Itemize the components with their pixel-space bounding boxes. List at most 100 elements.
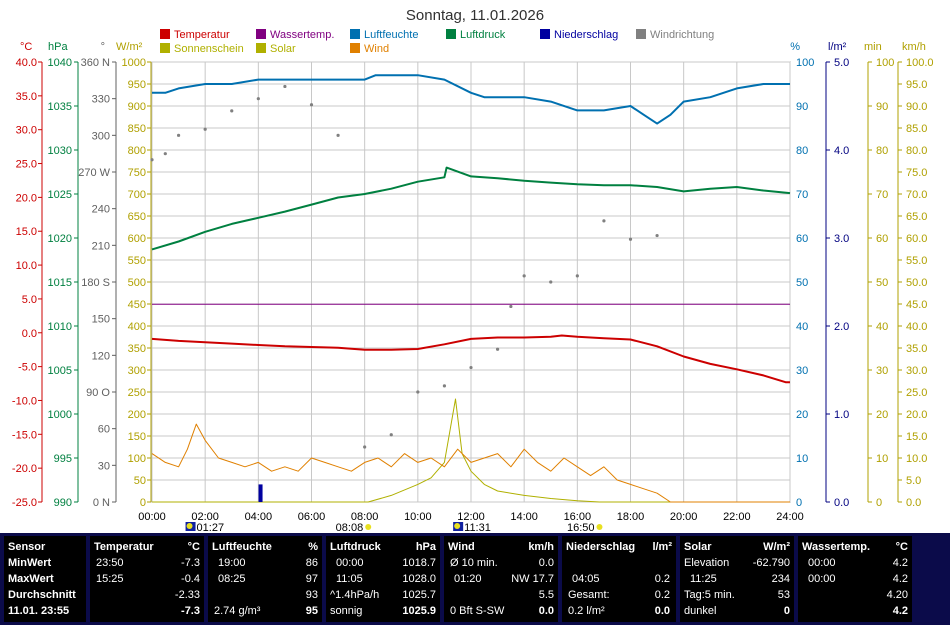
solar-max-time: 11:25 (690, 573, 717, 585)
wind-line (151, 423, 790, 503)
tick-label-wind: 25.0 (906, 387, 927, 399)
wind-direction-point (176, 133, 181, 137)
tick-label-humidity: 50 (796, 277, 808, 289)
water-now: 4.2 (892, 605, 908, 617)
tick-label-humidity: 100 (796, 57, 814, 69)
temp-max: -0.4 (181, 573, 200, 585)
solar-max: 234 (771, 573, 790, 585)
chart-title: Sonntag, 11.01.2026 (406, 7, 544, 24)
x-tick-label: 24:00 (776, 511, 804, 523)
legend-item: Wind (364, 43, 389, 55)
tick-label-solar: 300 (128, 365, 146, 377)
tick-label-direction: 0 N (93, 497, 110, 509)
tick-label-humidity: 80 (796, 145, 808, 157)
tick-label-temp: 20.0 (16, 192, 37, 204)
rain-total: 0.2 (654, 589, 670, 601)
tick-label-pressure: 1010 (48, 321, 72, 333)
legend-swatch (636, 29, 646, 39)
tick-label-rain: 0.0 (834, 497, 849, 509)
wind-direction-point (575, 274, 579, 278)
press-max-time: 11:05 (336, 573, 363, 585)
wind-beaufort: 0 Bft S-SW (450, 605, 505, 617)
wind-max-time: 01:20 (454, 573, 482, 585)
water-avg: 4.20 (886, 589, 908, 601)
hum-avg: 93 (305, 589, 318, 601)
tick-label-rain: 3.0 (834, 233, 849, 245)
wind-direction-point (336, 133, 340, 137)
tick-label-wind: 20.0 (906, 409, 927, 421)
tick-label-solar: 850 (128, 123, 146, 135)
tick-label-wind: 35.0 (906, 343, 927, 355)
tick-label-solar: 450 (128, 299, 146, 311)
solar-sunshine: 53 (777, 589, 790, 601)
water-min-time: 00:00 (808, 557, 836, 569)
tick-label-direction: 270 W (78, 167, 110, 179)
tick-label-direction: 120 (92, 350, 110, 362)
solar-elevation: -62.790 (752, 557, 790, 569)
rain-bar (258, 484, 263, 502)
wind-direction-point (416, 390, 420, 394)
solar-now: 0 (783, 605, 790, 617)
tick-label-humidity: 10 (796, 453, 808, 465)
legend-swatch (256, 43, 266, 53)
stats-col-pressure: Luftdruck hPa 00:00 1018.7 11:05 1028.0 ^1.… (326, 536, 440, 622)
legend-swatch (350, 43, 360, 53)
marker-time-label: 16:50 (567, 522, 595, 533)
wind-direction-point (602, 219, 606, 223)
tick-label-pressure: 1020 (48, 233, 72, 245)
tick-label-wind: 0.0 (906, 497, 921, 509)
tick-label-pressure: 990 (54, 497, 72, 509)
tick-label-rain: 4.0 (834, 145, 849, 157)
press-min: 1018.7 (402, 557, 436, 569)
tick-label-wind: 5.0 (906, 475, 921, 487)
tick-label-pressure: 1000 (48, 409, 72, 421)
solar-daylength: Tag:5 min. (684, 589, 735, 601)
press-trend: ^1.4hPa/h (330, 589, 380, 601)
solar-header: Solar (684, 541, 712, 553)
tick-label-solar: 400 (128, 321, 146, 333)
tick-label-solar: 1000 (122, 57, 146, 69)
tick-label-direction: 210 (92, 240, 110, 252)
tick-label-humidity: 0 (796, 497, 802, 509)
rain-unit: l/m² (652, 541, 672, 553)
tick-label-sunmin: 70 (876, 189, 888, 201)
x-tick-label: 12:00 (457, 511, 485, 523)
marker-time-label: 01:27 (197, 522, 225, 533)
temp-max-time: 15:25 (96, 573, 124, 585)
wind-direction-point (256, 97, 260, 101)
tick-label-direction: 240 (92, 204, 110, 216)
stats-col-wind: Wind km/h Ø 10 min. 0.0 01:20 NW 17.7 5.5 0… (444, 536, 558, 622)
tick-label-solar: 900 (128, 101, 146, 113)
moon-shape (454, 523, 461, 529)
tick-label-sunmin: 10 (876, 453, 888, 465)
tick-label-sunmin: 50 (876, 277, 888, 289)
axis-unit-pressure: hPa (48, 41, 68, 53)
tick-label-direction: 30 (98, 460, 110, 472)
tick-label-temp: -10.0 (12, 395, 37, 407)
x-tick-label: 04:00 (245, 511, 273, 523)
tick-label-solar: 350 (128, 343, 146, 355)
tick-label-solar: 500 (128, 277, 146, 289)
tick-label-temp: 40.0 (16, 57, 37, 69)
tick-label-humidity: 60 (796, 233, 808, 245)
solar-unit: W/m² (763, 541, 790, 553)
rain-max: 0.2 (654, 573, 670, 585)
tick-label-solar: 200 (128, 409, 146, 421)
temp-min-time: 23:50 (96, 557, 124, 569)
tick-label-pressure: 1015 (48, 277, 72, 289)
sensor-header: Sensor (8, 541, 46, 553)
stats-col-water: Wassertemp. °C 00:00 4.2 00:00 4.2 4.20 4.2 (798, 536, 912, 622)
stats-col-temperature: Temperatur °C 23:50 -7.3 15:25 -0.4 -2.33 -… (90, 536, 204, 622)
water-unit: °C (895, 541, 908, 553)
tick-label-wind: 30.0 (906, 365, 927, 377)
tick-label-sunmin: 20 (876, 409, 888, 421)
legend-item: Solar (270, 43, 296, 55)
legend-item: Wassertemp. (270, 29, 334, 41)
press-now: 1025.9 (402, 605, 436, 617)
legend-swatch (160, 29, 170, 39)
wind-header: Wind (448, 541, 475, 553)
tick-label-humidity: 20 (796, 409, 808, 421)
solar-elevation-label: Elevation (684, 557, 730, 569)
tick-label-direction: 180 S (81, 277, 110, 289)
legend-swatch (160, 43, 170, 53)
